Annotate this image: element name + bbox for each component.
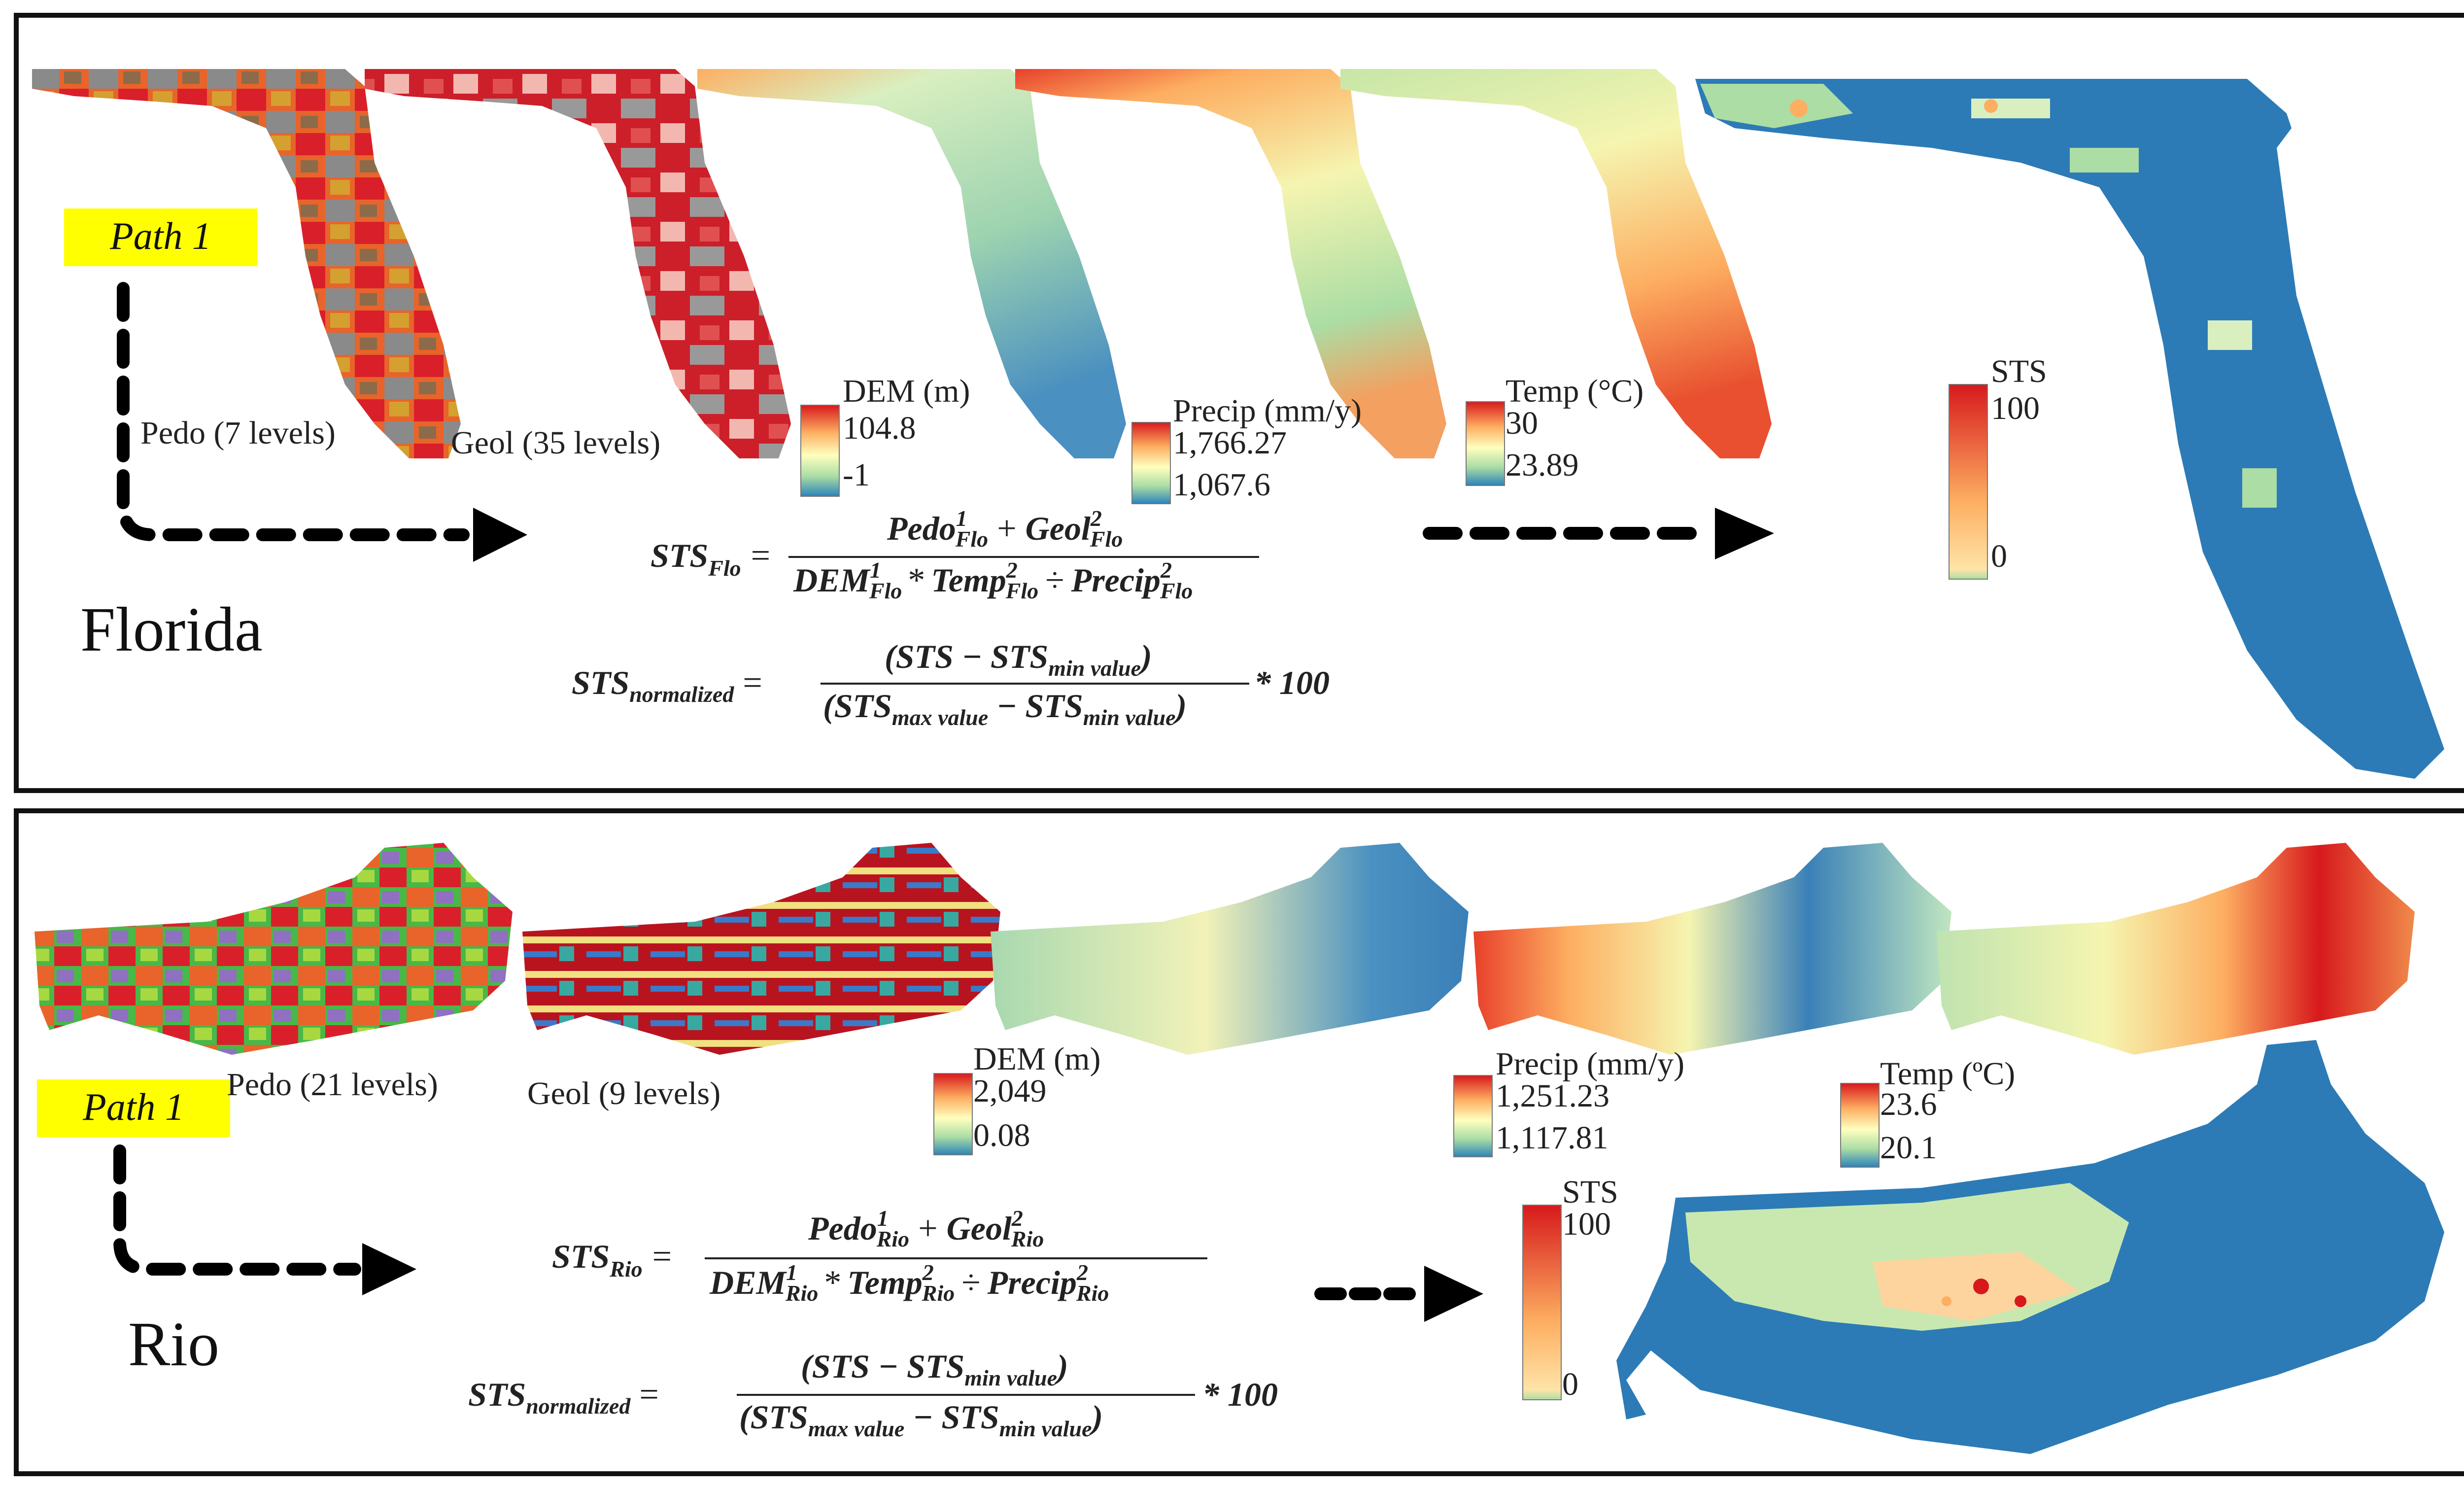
rio-precip-legend-max: 1,251.23 [1496, 1078, 1609, 1114]
rio-dem-legend-max: 2,049 [973, 1073, 1047, 1109]
rio-temp-legend-title: Temp (ºC) [1880, 1056, 2015, 1092]
svg-text:STSRio=: STSRio = [552, 1238, 672, 1281]
florida-path-badge [64, 208, 257, 266]
rio-sts-equation: STSRio = Pedo1 Rio + Geol2 Rio DEM1 Rio * Temp2 R… [552, 1206, 1207, 1306]
florida-precip-legend-max: 1,766.27 [1173, 425, 1287, 461]
rio-dem-legend-min: 0.08 [973, 1117, 1030, 1153]
florida-precip-legend: Precip (mm/y) 1,766.27 1,067.6 [1131, 393, 1362, 504]
rio-temp-map [1937, 843, 2415, 1055]
rio-pedo-label: Pedo (21 levels) [227, 1067, 438, 1103]
rio-sts-map [1616, 1040, 2444, 1454]
florida-flow-arrow-2 [1423, 508, 1774, 559]
svg-text:(STS − STSmin value): (STS − STSmin value) [885, 638, 1152, 681]
svg-text:(STSmax value − STSmin value): (STSmax value − STSmin value) [823, 687, 1187, 730]
rio-path-label: Path 1 [82, 1085, 184, 1128]
florida-path-label: Path 1 [109, 214, 211, 257]
florida-pedo-label: Pedo (7 levels) [140, 415, 336, 451]
florida-sts-legend-title: STS [1991, 353, 2047, 389]
rio-pedo-map [34, 843, 513, 1055]
rio-temp-legend: Temp (ºC) 23.6 20.1 [1840, 1056, 2015, 1168]
rio-temp-legend-max: 23.6 [1880, 1086, 1937, 1122]
rio-sts-legend-title: STS [1562, 1174, 1618, 1210]
florida-sts-legend-min: 0 [1991, 538, 2007, 574]
rio-precip-legend: Precip (mm/y) 1,251.23 1,117.81 [1453, 1046, 1684, 1157]
florida-temp-legend-min: 23.89 [1506, 447, 1579, 483]
florida-dem-legend-max: 104.8 [843, 410, 916, 446]
florida-sts-equation: STSFlo = Pedo1 Flo + Geol2 Flo DEM1 Flo * Temp2 F… [650, 506, 1259, 603]
svg-text:STSFlo=: STSFlo = [650, 537, 770, 581]
rio-sts-legend: STS 100 0 [1522, 1174, 1618, 1402]
florida-region-title: Florida [80, 594, 263, 664]
rio-panel-border [14, 808, 2464, 1476]
rio-flow-arrow-2 [1314, 1266, 1483, 1322]
rio-precip-legend-min: 1,117.81 [1496, 1120, 1608, 1156]
svg-text:STSnormalized=: STSnormalized = [572, 664, 762, 707]
florida-dem-legend: DEM (m) 104.8 -1 [800, 373, 970, 497]
svg-text:* 100: * 100 [1202, 1376, 1278, 1413]
rio-precip-legend-title: Precip (mm/y) [1496, 1046, 1684, 1082]
svg-text:* 100: * 100 [1254, 664, 1330, 701]
florida-geol-label: Geol (35 levels) [451, 425, 660, 461]
svg-text:(STS − STSmin value): (STS − STSmin value) [801, 1348, 1068, 1390]
florida-temp-legend-max: 30 [1506, 405, 1538, 441]
florida-sts-legend: STS 100 0 [1949, 353, 2047, 580]
florida-temp-map [1340, 69, 1772, 458]
florida-dem-map [697, 69, 1126, 458]
svg-text:STSnormalized=: STSnormalized = [468, 1376, 659, 1419]
florida-geol-map [365, 69, 791, 458]
florida-flow-arrow [117, 282, 527, 562]
florida-sts-map [1695, 79, 2444, 779]
rio-flow-arrow [113, 1144, 416, 1295]
rio-geol-label: Geol (9 levels) [527, 1075, 720, 1111]
rio-region-title: Rio [128, 1309, 219, 1379]
rio-path-badge [37, 1079, 230, 1137]
florida-panel: Path 1 Pedo (7 levels) Geol (35 levels) … [14, 13, 2464, 793]
rio-panel: Path 1 Pedo (21 levels) Geol (9 levels) … [14, 808, 2464, 1476]
svg-text:(STSmax value − STSmin value): (STSmax value − STSmin value) [739, 1398, 1103, 1441]
rio-sts-legend-min: 0 [1562, 1366, 1578, 1402]
florida-pedo-map [32, 69, 461, 458]
florida-dem-legend-min: -1 [843, 457, 870, 493]
rio-dem-legend-title: DEM (m) [973, 1041, 1100, 1077]
florida-precip-map [1015, 69, 1446, 458]
florida-temp-legend-title: Temp (°C) [1506, 373, 1643, 409]
rio-sts-legend-max: 100 [1562, 1206, 1611, 1242]
rio-dem-legend: DEM (m) 2,049 0.08 [933, 1041, 1100, 1155]
rio-normalization-equation: STSnormalized = (STS − STSmin value) (STS… [468, 1348, 1278, 1441]
rio-temp-legend-min: 20.1 [1880, 1130, 1937, 1166]
florida-dem-legend-title: DEM (m) [843, 373, 970, 409]
florida-precip-legend-title: Precip (mm/y) [1173, 393, 1362, 429]
florida-normalization-equation: STSnormalized = (STS − STSmin value) (STS… [572, 638, 1330, 730]
florida-temp-legend: Temp (°C) 30 23.89 [1466, 373, 1643, 486]
rio-geol-map [522, 843, 1000, 1055]
florida-sts-legend-max: 100 [1991, 390, 2040, 426]
rio-dem-map [991, 843, 1469, 1055]
rio-precip-map [1473, 843, 1951, 1055]
florida-panel-border [14, 13, 2464, 793]
florida-precip-legend-min: 1,067.6 [1173, 467, 1270, 503]
